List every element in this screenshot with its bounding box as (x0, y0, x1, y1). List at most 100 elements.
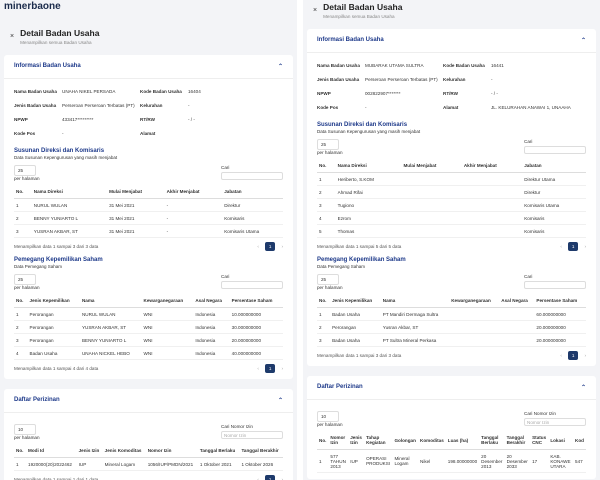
cell: Komisaris (222, 211, 283, 225)
page-button[interactable]: 1 (567, 242, 579, 251)
cell: Perorangan (27, 320, 80, 334)
prev-button[interactable]: ‹ (257, 366, 259, 371)
page-subtitle: Menampilkan semua Badan Usaha (323, 14, 395, 19)
search-input[interactable] (221, 281, 283, 289)
page-title: Detail Badan Usaha (323, 2, 403, 12)
search-input[interactable] (524, 146, 586, 154)
column-header: Tahap Kegiatan (364, 431, 393, 450)
page-size-label: per halaman (317, 422, 343, 427)
page-button[interactable]: 1 (567, 351, 579, 360)
prev-button[interactable]: ‹ (560, 244, 562, 249)
column-header: Lokasi (548, 431, 574, 450)
cell: YUSRAN AKBAR, ST (31, 224, 108, 238)
cell (499, 320, 535, 334)
search-input[interactable]: Nomor Izin (524, 418, 586, 426)
page-size-select[interactable]: 25 (317, 139, 339, 150)
cell: 1920000(20)2022462 (26, 457, 77, 471)
next-button[interactable]: › (281, 244, 283, 249)
section-subtitle: Data Susunan Kepengurusan yang masih men… (14, 155, 118, 160)
header-row: No. Jenis Kepemilikan Nama Kewarganegaraan A… (317, 294, 586, 308)
table: No. Modi Id Jenis Izin Jenis Komoditas Nomor… (14, 444, 283, 471)
prev-button[interactable]: ‹ (257, 244, 259, 249)
cell: NURUL WULAN (79, 307, 142, 321)
cell: Direktur Utama (522, 172, 586, 186)
column-header: No. (317, 159, 336, 173)
column-header: Jenis Izin (348, 431, 365, 450)
card-title: Daftar Perizinan (317, 384, 363, 390)
cell: 5 (317, 224, 336, 238)
collapse-icon[interactable]: ⌃ (277, 398, 283, 404)
table-row: 1 NURUL WULAN 31 Mei 2021- Direktur (14, 198, 283, 212)
close-button[interactable]: × (10, 33, 15, 40)
next-button[interactable]: › (281, 477, 283, 480)
next-button[interactable]: › (584, 353, 586, 358)
search-input[interactable]: Nomor Izin (221, 431, 283, 439)
section-title: Pemegang Kepemilikan Saham (14, 257, 103, 263)
field-label: Kelurahan (140, 103, 163, 108)
table-row: 2 BENNY YUNIARTO L 31 Mei 2021- Komisaris (14, 211, 283, 225)
field-label: Alamat (443, 105, 459, 110)
page-size-label: per halaman (14, 176, 40, 181)
field-label: NPWP (14, 117, 28, 122)
cell: 1 Oktober 2021 (197, 457, 240, 471)
table-section: Pemegang Kepemilikan Saham Data Pemegang … (307, 251, 596, 360)
panel: minerbaone × Detail Badan Usaha Menampilkan… (0, 0, 297, 480)
table-section: 10 per halaman Cari Nomor Izin Nomor Izin No… (307, 400, 596, 473)
page-size-select[interactable]: 25 (317, 274, 339, 285)
prev-button[interactable]: ‹ (560, 353, 562, 358)
footer-info: Menampilkan data 1 sampai 4 dari 4 data (14, 366, 99, 371)
field-value: - / - (491, 91, 498, 96)
field-label: Alamat (140, 131, 156, 136)
cell (499, 307, 535, 321)
cell (499, 333, 535, 347)
permits-card: Daftar Perizinan ⌃ 10 per halaman Cari Nomor… (307, 376, 596, 479)
page-size-select[interactable]: 10 (14, 424, 36, 435)
field-label: RT/RW (140, 117, 155, 122)
collapse-icon[interactable]: ⌃ (277, 64, 283, 70)
cell (449, 333, 500, 347)
table-footer: Menampilkan data 1 sampai 3 dari 3 data ‹… (14, 242, 283, 251)
cell: Ahmad Rifai (335, 185, 402, 199)
column-header: Nomor Izin (145, 444, 198, 458)
cell: Nikel (418, 449, 446, 473)
logo: minerbaone (4, 1, 61, 12)
page-button[interactable]: 1 (264, 242, 276, 251)
search-input[interactable] (524, 281, 586, 289)
header-row: No. Nomor Izin Jenis Izin Tahap Kegiatan Gol… (317, 431, 586, 450)
table: No. Jenis Kepemilikan Nama Kewarganegaraan A… (317, 294, 586, 347)
page-size-select[interactable]: 25 (14, 165, 36, 176)
cell (461, 211, 523, 225)
header-row: No. Jenis Kepemilikan Nama Kewarganegaraan A… (14, 294, 283, 308)
cell: WNI (141, 307, 194, 321)
next-button[interactable]: › (281, 366, 283, 371)
collapse-icon[interactable]: ⌃ (580, 38, 586, 44)
search: Cari (524, 139, 586, 155)
cell: 40.000000000 (229, 346, 283, 360)
page-size-select[interactable]: 10 (317, 411, 339, 422)
pagination: ‹ 1 › (560, 242, 586, 251)
page-button[interactable]: 1 (264, 364, 276, 373)
page-button[interactable]: 1 (264, 475, 276, 480)
prev-button[interactable]: ‹ (257, 477, 259, 480)
collapse-icon[interactable]: ⌃ (580, 385, 586, 391)
column-header: Jabatan (522, 159, 586, 173)
card-header: Informasi Badan Usaha ⌃ (307, 29, 596, 53)
cell: 20 Desember 2033 (504, 449, 531, 473)
controls: 10 per halaman Cari Nomor Izin Nomor Izin (317, 411, 586, 427)
search-input[interactable] (221, 172, 283, 180)
cell: 1 (317, 307, 331, 321)
table-footer: Menampilkan data 1 sampai 3 dari 3 data ‹… (317, 351, 586, 360)
cell: 10.000000000 (229, 307, 283, 321)
column-header: No. (14, 444, 27, 458)
column-header: No. (14, 185, 32, 199)
page-size: 10 per halaman (317, 411, 343, 427)
page-size-select[interactable]: 25 (14, 274, 36, 285)
column-header: Nama (79, 294, 142, 308)
next-button[interactable]: › (584, 244, 586, 249)
search: Cari Nomor Izin Nomor Izin (221, 424, 283, 440)
footer-info: Menampilkan data 1 sampai 1 dari 1 data (14, 477, 99, 480)
footer-info: Menampilkan data 1 sampai 3 dari 3 data (317, 353, 402, 358)
close-button[interactable]: × (313, 7, 318, 14)
cell: - (164, 211, 223, 225)
